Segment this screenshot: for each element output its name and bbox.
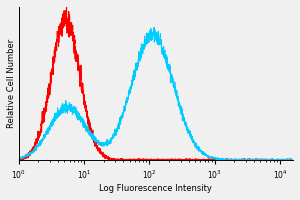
Isotype bbox=[17, 159, 21, 161]
Isotype bbox=[291, 159, 295, 161]
Line: Isotype: Isotype bbox=[19, 5, 293, 160]
PE UCHT2 bbox=[79, 119, 83, 122]
Isotype bbox=[17, 158, 21, 160]
Y-axis label: Relative Cell Number: Relative Cell Number bbox=[7, 39, 16, 128]
Isotype bbox=[65, 4, 68, 6]
X-axis label: Log Fluorescence Intensity: Log Fluorescence Intensity bbox=[100, 184, 212, 193]
PE UCHT2 bbox=[208, 156, 212, 159]
Isotype bbox=[80, 89, 83, 91]
Line: PE UCHT2: PE UCHT2 bbox=[19, 27, 293, 160]
PE UCHT2 bbox=[183, 116, 186, 119]
Isotype bbox=[67, 17, 70, 20]
PE UCHT2 bbox=[152, 26, 156, 28]
PE UCHT2 bbox=[17, 157, 21, 160]
Isotype bbox=[264, 159, 268, 161]
PE UCHT2 bbox=[156, 38, 160, 40]
Isotype bbox=[208, 159, 212, 161]
PE UCHT2 bbox=[264, 159, 268, 161]
Isotype bbox=[156, 158, 160, 161]
PE UCHT2 bbox=[222, 159, 226, 161]
PE UCHT2 bbox=[67, 108, 70, 111]
Isotype bbox=[183, 158, 186, 160]
PE UCHT2 bbox=[291, 159, 295, 161]
